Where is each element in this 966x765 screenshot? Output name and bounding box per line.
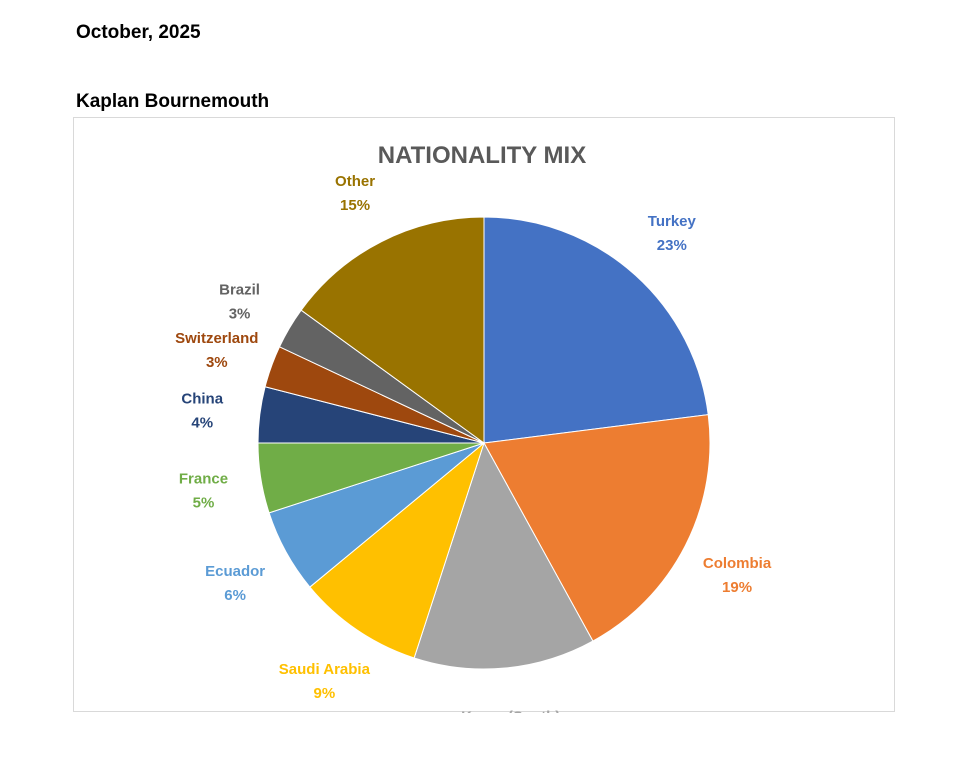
- pie-label-value-china: 4%: [191, 414, 213, 431]
- pie-label-value-brazil: 3%: [229, 305, 251, 322]
- pie-label-value-switzerland: 3%: [206, 354, 228, 371]
- location-title: Kaplan Bournemouth: [76, 91, 270, 112]
- report-date: October, 2025: [76, 22, 201, 43]
- pie-slice-colombia: [483, 414, 711, 642]
- chart-title: NATIONALITY MIX: [378, 142, 586, 169]
- pie-slice-korea-south: [413, 441, 594, 670]
- pie-label-value-turkey: 23%: [657, 237, 687, 254]
- pie-slice-saudi-arabia: [309, 441, 486, 659]
- pie-label-name-ecuador: Ecuador: [205, 563, 265, 580]
- pie-label-name-brazil: Brazil: [219, 281, 260, 298]
- pie-label-value-saudi-arabia: 9%: [314, 685, 336, 702]
- pie-label-value-other: 15%: [340, 197, 370, 214]
- pie-label-name-france: France: [179, 470, 228, 487]
- pie-slices: [257, 216, 711, 670]
- pie-label-name-other: Other: [335, 173, 375, 190]
- pie-chart: NATIONALITY MIX Turkey 23% Colombia 19% Kore…: [175, 142, 772, 713]
- pie-label-name-saudi-arabia: Saudi Arabia: [279, 661, 371, 678]
- pie-label-name-korea-south: Korea (South): [461, 709, 560, 713]
- pie-label-name-turkey: Turkey: [648, 213, 697, 230]
- pie-slice-turkey: [483, 216, 709, 444]
- pie-label-value-colombia: 19%: [722, 579, 752, 596]
- pie-slice-other: [300, 216, 485, 444]
- pie-label-value-france: 5%: [193, 494, 215, 511]
- chart-area: NATIONALITY MIX Turkey 23% Colombia 19% Kore…: [73, 117, 895, 713]
- pie-label-name-colombia: Colombia: [703, 555, 772, 572]
- pie-label-name-china: China: [181, 390, 223, 407]
- pie-label-name-switzerland: Switzerland: [175, 330, 258, 347]
- pie-label-value-ecuador: 6%: [224, 587, 246, 604]
